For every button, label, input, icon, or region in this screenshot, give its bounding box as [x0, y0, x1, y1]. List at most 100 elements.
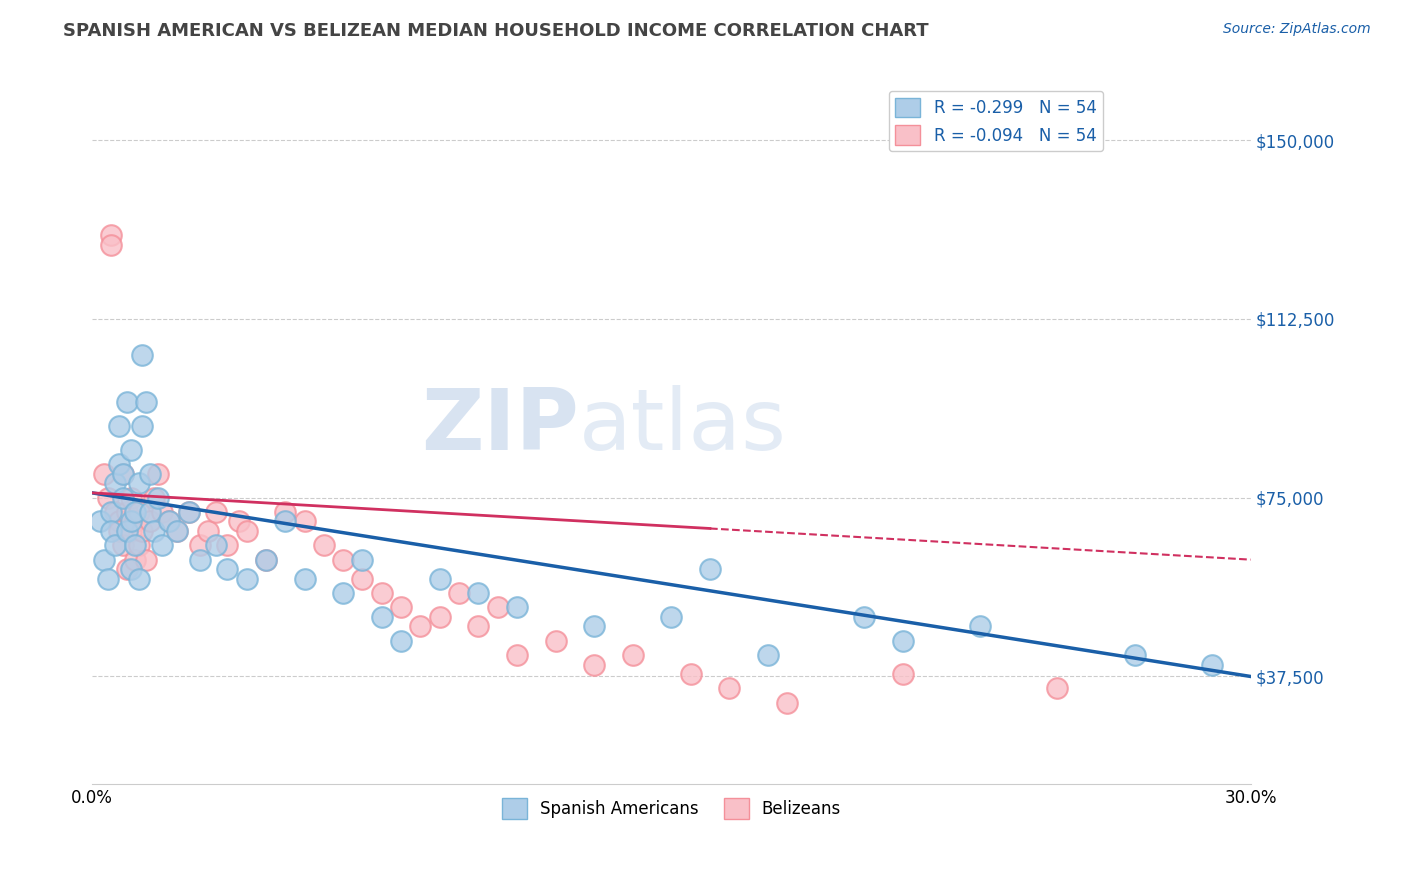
Point — [115, 524, 138, 538]
Point — [112, 491, 135, 505]
Point — [197, 524, 219, 538]
Point — [128, 572, 150, 586]
Point — [699, 562, 721, 576]
Point — [188, 538, 211, 552]
Point — [131, 419, 153, 434]
Point — [429, 610, 451, 624]
Point — [204, 538, 226, 552]
Point — [254, 552, 277, 566]
Point — [409, 619, 432, 633]
Point — [1201, 657, 1223, 672]
Point — [718, 681, 741, 696]
Text: atlas: atlas — [579, 384, 787, 467]
Point — [332, 552, 354, 566]
Point — [235, 524, 257, 538]
Point — [100, 228, 122, 243]
Point — [124, 552, 146, 566]
Point — [389, 600, 412, 615]
Point — [108, 419, 131, 434]
Point — [274, 505, 297, 519]
Point — [89, 515, 111, 529]
Point — [100, 524, 122, 538]
Point — [217, 562, 239, 576]
Point — [486, 600, 509, 615]
Point — [853, 610, 876, 624]
Point — [135, 552, 157, 566]
Point — [467, 619, 489, 633]
Point — [139, 515, 162, 529]
Point — [124, 505, 146, 519]
Point — [352, 572, 374, 586]
Point — [274, 515, 297, 529]
Point — [294, 572, 316, 586]
Point — [228, 515, 250, 529]
Point — [583, 657, 606, 672]
Point — [544, 633, 567, 648]
Point — [93, 552, 115, 566]
Point — [124, 515, 146, 529]
Point — [235, 572, 257, 586]
Point — [100, 505, 122, 519]
Point — [131, 348, 153, 362]
Point — [150, 505, 173, 519]
Point — [583, 619, 606, 633]
Point — [467, 586, 489, 600]
Point — [112, 467, 135, 481]
Point — [332, 586, 354, 600]
Text: ZIP: ZIP — [420, 384, 579, 467]
Point — [776, 696, 799, 710]
Point — [352, 552, 374, 566]
Point — [139, 467, 162, 481]
Point — [294, 515, 316, 529]
Point — [177, 505, 200, 519]
Point — [217, 538, 239, 552]
Point — [104, 476, 127, 491]
Point — [166, 524, 188, 538]
Point — [112, 538, 135, 552]
Point — [312, 538, 335, 552]
Point — [371, 610, 394, 624]
Point — [115, 505, 138, 519]
Point — [891, 667, 914, 681]
Point — [115, 562, 138, 576]
Legend: Spanish Americans, Belizeans: Spanish Americans, Belizeans — [495, 792, 848, 825]
Point — [139, 505, 162, 519]
Point — [128, 505, 150, 519]
Point — [389, 633, 412, 648]
Point — [506, 648, 529, 662]
Point — [93, 467, 115, 481]
Point — [120, 524, 142, 538]
Point — [135, 395, 157, 409]
Point — [659, 610, 682, 624]
Point — [128, 476, 150, 491]
Point — [177, 505, 200, 519]
Point — [142, 524, 165, 538]
Point — [447, 586, 470, 600]
Point — [371, 586, 394, 600]
Point — [120, 562, 142, 576]
Point — [150, 538, 173, 552]
Point — [166, 524, 188, 538]
Point — [124, 538, 146, 552]
Point — [97, 572, 120, 586]
Point — [112, 467, 135, 481]
Point — [1123, 648, 1146, 662]
Point — [108, 457, 131, 471]
Point — [120, 515, 142, 529]
Point — [429, 572, 451, 586]
Point — [157, 515, 180, 529]
Text: SPANISH AMERICAN VS BELIZEAN MEDIAN HOUSEHOLD INCOME CORRELATION CHART: SPANISH AMERICAN VS BELIZEAN MEDIAN HOUS… — [63, 22, 929, 40]
Point — [506, 600, 529, 615]
Point — [108, 515, 131, 529]
Point — [104, 505, 127, 519]
Point — [204, 505, 226, 519]
Point — [142, 491, 165, 505]
Point — [756, 648, 779, 662]
Point — [621, 648, 644, 662]
Point — [157, 515, 180, 529]
Point — [120, 442, 142, 457]
Text: Source: ZipAtlas.com: Source: ZipAtlas.com — [1223, 22, 1371, 37]
Point — [120, 491, 142, 505]
Point — [108, 524, 131, 538]
Point — [679, 667, 702, 681]
